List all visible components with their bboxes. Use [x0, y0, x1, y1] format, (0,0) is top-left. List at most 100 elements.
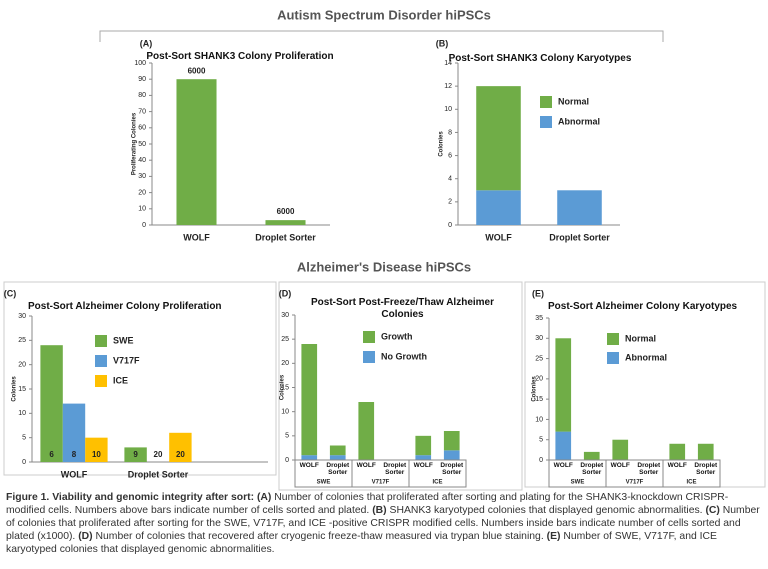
chart-title: Post-Sort Alzheimer Colony Proliferation — [28, 301, 222, 312]
y-tick-label: 0 — [539, 457, 543, 464]
x-tick-label: WOLF — [61, 469, 88, 479]
caption-text: (B) — [372, 505, 387, 516]
legend-label: SWE — [113, 335, 134, 345]
bar-segment — [301, 455, 318, 460]
y-tick-label: 10 — [535, 416, 543, 423]
bar — [85, 437, 108, 462]
legend-label: Normal — [625, 333, 656, 343]
bar — [62, 403, 86, 462]
y-tick-label: 6 — [448, 152, 452, 159]
bracket — [99, 30, 664, 42]
group-label: SWE — [571, 480, 585, 486]
legend-swatch — [95, 375, 107, 387]
y-tick-label: 100 — [134, 60, 146, 67]
bar-annotation: 10 — [92, 450, 101, 459]
legend-swatch — [95, 335, 107, 347]
bar-segment — [669, 443, 686, 460]
x-tick-label: Droplet Sorter — [637, 462, 661, 476]
y-tick-label: 5 — [539, 437, 543, 444]
chart-title: Post-Sort SHANK3 Colony Proliferation — [146, 51, 334, 62]
chart-title: Post-Sort Post-Freeze/Thaw Alzheimer Col… — [311, 297, 494, 320]
y-tick-label: 20 — [281, 360, 289, 367]
y-axis-label: Colonies — [439, 131, 445, 157]
caption-text: (D) — [78, 531, 93, 542]
legend-swatch — [363, 331, 375, 343]
y-tick-label: 0 — [448, 222, 452, 229]
legend-swatch — [363, 351, 375, 363]
panel-label: (C) — [4, 288, 17, 298]
legend-swatch — [540, 116, 552, 128]
legend-swatch — [607, 333, 619, 345]
caption-text: (C) — [705, 505, 720, 516]
bar-annotation: 6 — [49, 450, 54, 459]
x-tick-label: Droplet Sorter — [255, 232, 316, 242]
panel-frame — [3, 281, 277, 476]
y-tick-label: 10 — [18, 410, 26, 417]
bar-annotation: 20 — [154, 450, 163, 459]
group-label: V717F — [372, 480, 390, 486]
bar-annotation: 6000 — [277, 207, 295, 216]
y-tick-label: 30 — [281, 312, 289, 319]
bar-segment — [476, 86, 521, 191]
caption-text: Figure 1. Viability and genomic integrit… — [6, 492, 257, 503]
y-tick-label: 20 — [18, 362, 26, 369]
y-tick-label: 0 — [22, 459, 26, 466]
caption-text: (A) — [256, 492, 272, 503]
y-tick-label: 25 — [535, 355, 543, 362]
panel-label: (A) — [140, 38, 153, 48]
caption-text: SHANK3 karyotyped colonies that displaye… — [386, 505, 706, 516]
section-heading: Autism Spectrum Disorder hiPSCs — [277, 7, 491, 22]
bar-segment — [301, 344, 318, 456]
x-tick-label: WOLF — [299, 462, 319, 469]
chart-title: Post-Sort Alzheimer Colony Karyotypes — [548, 301, 738, 312]
y-tick-label: 20 — [535, 376, 543, 383]
group-box — [662, 459, 721, 488]
x-tick-label: Droplet Sorter — [383, 462, 407, 476]
bar-segment — [583, 451, 600, 460]
y-tick-label: 0 — [142, 222, 146, 229]
legend-label: Normal — [558, 96, 589, 106]
legend-label: Abnormal — [558, 116, 600, 126]
y-tick-label: 40 — [138, 157, 146, 164]
legend-label: Abnormal — [625, 352, 667, 362]
bar-segment — [358, 402, 375, 460]
bar — [124, 447, 147, 462]
bar-segment — [329, 445, 346, 456]
y-tick-label: 5 — [285, 433, 289, 440]
bar-annotation: 20 — [176, 450, 185, 459]
y-axis-label: Colonies — [280, 374, 286, 400]
caption-text: Number of colonies that recovered after … — [92, 531, 547, 542]
bar-segment — [697, 443, 714, 460]
legend-swatch — [95, 355, 107, 367]
bar-segment — [557, 190, 602, 225]
x-tick-label: Droplet Sorter — [694, 462, 718, 476]
bar-annotation: 6000 — [188, 66, 206, 75]
group-label: SWE — [317, 480, 331, 486]
y-tick-label: 8 — [448, 129, 452, 136]
bar — [40, 345, 63, 462]
y-tick-label: 10 — [444, 106, 452, 113]
y-tick-label: 25 — [281, 336, 289, 343]
legend-label: ICE — [113, 375, 128, 385]
y-tick-label: 25 — [18, 337, 26, 344]
group-label: ICE — [686, 480, 696, 486]
y-tick-label: 30 — [535, 335, 543, 342]
chart-title: Post-Sort SHANK3 Colony Karyotypes — [448, 53, 632, 64]
bar-segment — [329, 455, 346, 460]
x-tick-label: WOLF — [553, 462, 573, 469]
y-tick-label: 80 — [138, 92, 146, 99]
group-label: ICE — [432, 480, 442, 486]
caption-text: Number of SWE, V717F, and ICE karyotyped… — [6, 531, 717, 555]
x-tick-label: Droplet Sorter — [440, 462, 464, 476]
y-tick-label: 90 — [138, 76, 146, 83]
y-tick-label: 50 — [138, 141, 146, 148]
y-tick-label: 4 — [448, 176, 452, 183]
x-tick-label: WOLF — [356, 462, 376, 469]
x-tick-label: Droplet Sorter — [128, 469, 189, 479]
caption-text: Number of colonies that proliferated aft… — [6, 492, 729, 516]
y-tick-label: 15 — [281, 384, 289, 391]
bar-segment — [443, 431, 460, 451]
group-box — [408, 459, 467, 488]
caption: Figure 1. Viability and genomic integrit… — [6, 491, 762, 556]
